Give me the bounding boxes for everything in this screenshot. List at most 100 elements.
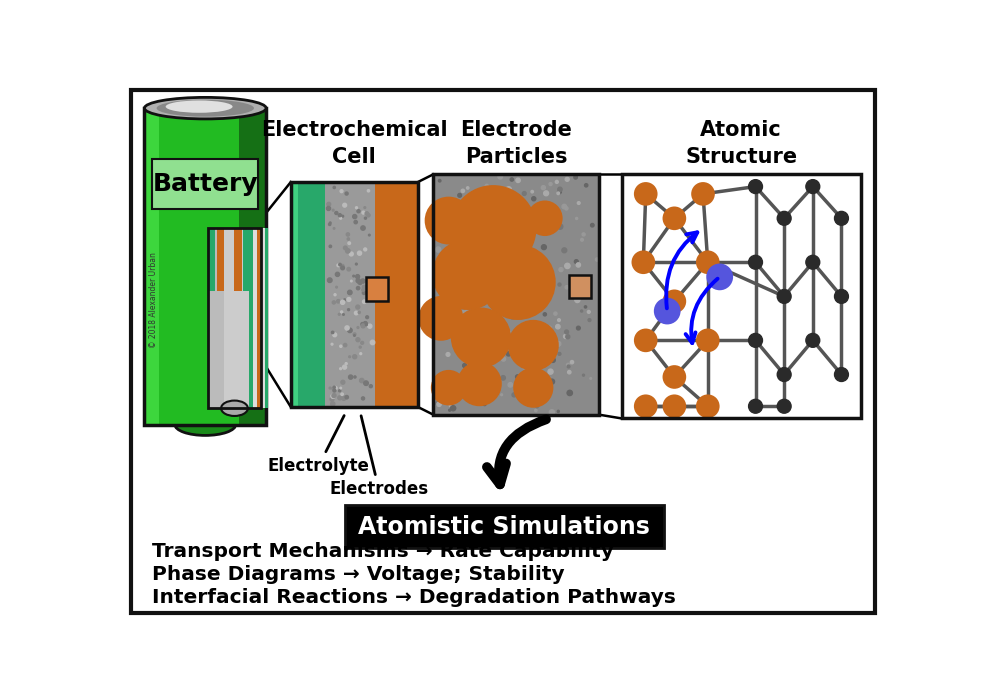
Circle shape xyxy=(338,396,342,400)
Circle shape xyxy=(340,217,342,219)
Circle shape xyxy=(558,190,562,193)
Circle shape xyxy=(692,183,714,205)
Circle shape xyxy=(334,386,337,390)
Circle shape xyxy=(362,211,365,214)
Circle shape xyxy=(465,261,468,263)
Circle shape xyxy=(697,330,719,351)
Circle shape xyxy=(494,346,498,350)
Bar xyxy=(433,175,599,415)
Circle shape xyxy=(344,299,346,301)
Circle shape xyxy=(557,192,560,195)
Circle shape xyxy=(463,354,466,358)
Circle shape xyxy=(341,311,343,313)
Circle shape xyxy=(535,296,539,299)
Circle shape xyxy=(555,213,560,218)
Circle shape xyxy=(348,328,353,333)
Circle shape xyxy=(354,335,355,336)
Circle shape xyxy=(575,285,579,289)
Bar xyxy=(366,276,388,301)
Circle shape xyxy=(432,371,465,404)
Circle shape xyxy=(437,402,441,406)
Circle shape xyxy=(355,311,358,315)
Circle shape xyxy=(806,180,820,193)
Circle shape xyxy=(502,357,506,361)
Bar xyxy=(240,108,266,425)
Circle shape xyxy=(436,402,439,405)
Circle shape xyxy=(355,263,357,265)
Circle shape xyxy=(529,251,534,257)
Circle shape xyxy=(557,220,559,223)
Bar xyxy=(249,228,253,409)
Circle shape xyxy=(343,203,347,207)
Circle shape xyxy=(565,285,569,289)
Circle shape xyxy=(587,310,590,313)
Circle shape xyxy=(341,266,345,270)
Circle shape xyxy=(534,219,537,222)
Circle shape xyxy=(367,189,369,192)
Circle shape xyxy=(327,278,332,283)
Circle shape xyxy=(556,180,559,183)
Text: © 2018 Alexander Urban: © 2018 Alexander Urban xyxy=(149,253,158,348)
Bar xyxy=(144,108,266,425)
Circle shape xyxy=(664,207,685,229)
Circle shape xyxy=(364,217,366,219)
Circle shape xyxy=(512,393,517,397)
Text: Particles: Particles xyxy=(464,147,568,166)
Circle shape xyxy=(541,245,546,250)
Circle shape xyxy=(562,248,567,253)
Circle shape xyxy=(339,263,342,266)
Text: Electrode: Electrode xyxy=(460,120,572,140)
Bar xyxy=(253,228,257,409)
Circle shape xyxy=(523,376,525,378)
Circle shape xyxy=(477,342,479,344)
Circle shape xyxy=(367,284,370,286)
Circle shape xyxy=(363,322,367,326)
Circle shape xyxy=(565,263,570,269)
Circle shape xyxy=(358,281,360,284)
Circle shape xyxy=(481,192,486,196)
Bar xyxy=(217,228,224,291)
Circle shape xyxy=(499,355,504,359)
Circle shape xyxy=(485,184,488,187)
Circle shape xyxy=(522,191,526,196)
Circle shape xyxy=(534,281,539,286)
Circle shape xyxy=(342,215,344,217)
Circle shape xyxy=(483,193,485,196)
Circle shape xyxy=(354,333,355,335)
Circle shape xyxy=(516,297,521,302)
Circle shape xyxy=(565,330,569,334)
Circle shape xyxy=(528,213,533,217)
Circle shape xyxy=(341,264,344,267)
Circle shape xyxy=(343,314,345,315)
Circle shape xyxy=(549,410,555,415)
Circle shape xyxy=(577,202,580,205)
Circle shape xyxy=(523,365,526,369)
Circle shape xyxy=(569,393,572,395)
Circle shape xyxy=(531,325,535,329)
Circle shape xyxy=(356,278,360,283)
Circle shape xyxy=(664,395,685,417)
Circle shape xyxy=(697,251,719,273)
Circle shape xyxy=(464,310,468,314)
Circle shape xyxy=(531,197,536,200)
Bar xyxy=(226,228,233,291)
Circle shape xyxy=(350,252,354,256)
Circle shape xyxy=(534,221,540,227)
Circle shape xyxy=(470,205,472,207)
Bar xyxy=(375,182,417,407)
Circle shape xyxy=(488,193,490,196)
Circle shape xyxy=(506,187,512,192)
Circle shape xyxy=(557,411,560,413)
Circle shape xyxy=(363,248,366,251)
Circle shape xyxy=(335,212,338,214)
Circle shape xyxy=(339,390,341,392)
Circle shape xyxy=(535,405,538,408)
Circle shape xyxy=(508,383,513,387)
Circle shape xyxy=(523,358,525,359)
Circle shape xyxy=(343,365,347,369)
Circle shape xyxy=(342,396,346,400)
Bar xyxy=(622,175,860,418)
Circle shape xyxy=(339,313,340,315)
Circle shape xyxy=(355,275,359,278)
Circle shape xyxy=(367,214,370,217)
